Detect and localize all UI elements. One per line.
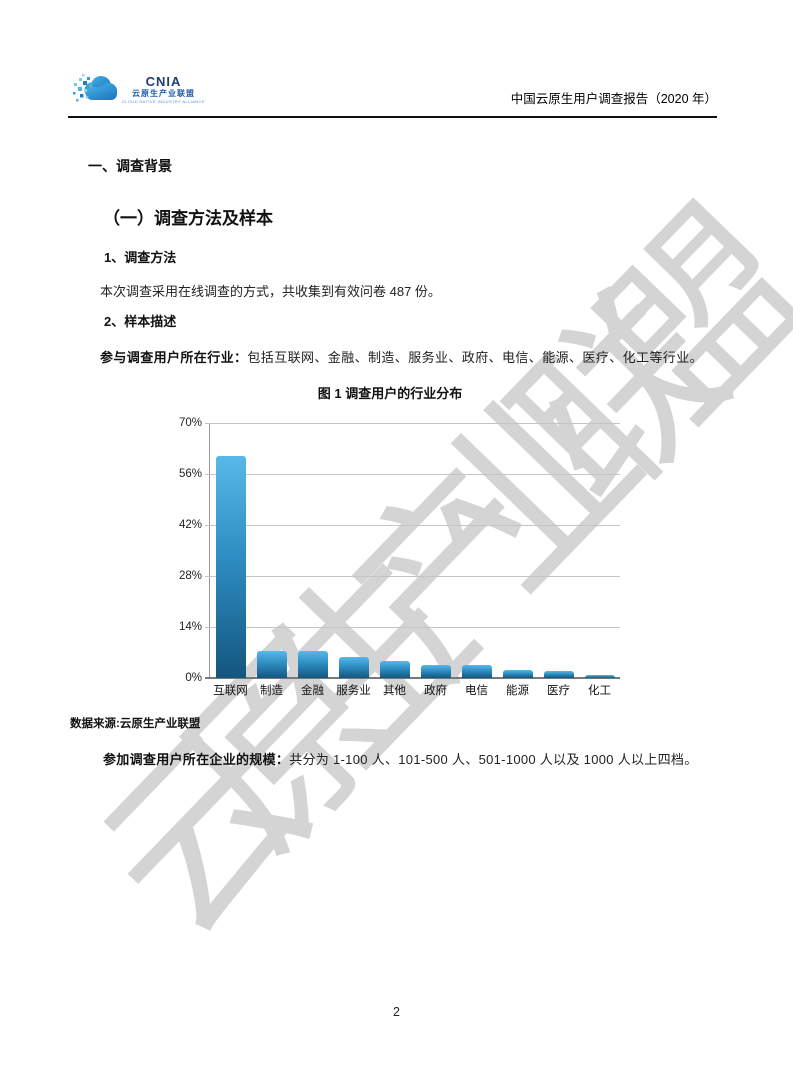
- logo-text: CNIA 云原生产业联盟 CLOUD NATIVE INDUSTRY ALLIA…: [122, 73, 205, 104]
- bar-slot: [579, 675, 620, 678]
- paragraph-company-scale: 参加调查用户所在企业的规模：共分为 1-100 人、101-500 人、501-…: [103, 749, 719, 768]
- bar-slot: [456, 664, 497, 678]
- y-tick-label: 70%: [178, 417, 202, 429]
- x-tick-label: 电信: [465, 685, 488, 697]
- y-tick-label: 42%: [178, 519, 202, 531]
- paragraph-industry-text: 包括互联网、金融、制造、服务业、政府、电信、能源、医疗、化工等行业。: [247, 350, 704, 365]
- gridline: [205, 525, 620, 526]
- bar-slot: [333, 656, 374, 678]
- paragraph-industry: 参与调查用户所在行业：包括互联网、金融、制造、服务业、政府、电信、能源、医疗、化…: [100, 347, 718, 366]
- x-tick-label: 服务业: [336, 685, 371, 697]
- bar-slot: [210, 455, 251, 678]
- paragraph-company-scale-text: 共分为 1-100 人、101-500 人、501-1000 人以及 1000 …: [289, 752, 698, 767]
- bar-slot: [497, 670, 538, 678]
- chart-y-axis-labels: 0% 14% 28% 42% 56% 70%: [150, 417, 202, 684]
- logo-org-name-en: CLOUD NATIVE INDUSTRY ALLIANCE: [122, 98, 205, 104]
- bar-slot: [374, 661, 415, 678]
- report-header-title: 中国云原生用户调查报告（2020 年）: [510, 92, 717, 106]
- y-tick-label: 28%: [178, 570, 202, 582]
- data-source-note: 数据来源:云原生产业联盟: [70, 718, 201, 730]
- x-tick-label: 互联网: [213, 685, 248, 697]
- bar-slot: [538, 671, 579, 678]
- x-tick-label: 其他: [383, 685, 406, 697]
- section-heading-background: 一、调查背景: [88, 158, 172, 174]
- bar-金融: [297, 650, 328, 678]
- gridline: [205, 576, 620, 577]
- bar-医疗: [543, 671, 574, 678]
- x-tick-label: 金融: [301, 685, 324, 697]
- y-axis-line: [209, 423, 210, 678]
- bar-slot: [251, 650, 292, 678]
- bar-能源: [502, 670, 533, 678]
- header-divider: [68, 116, 717, 118]
- bar-slot: [292, 650, 333, 678]
- industry-bar-chart: [205, 423, 620, 679]
- paragraph-survey-method: 本次调查采用在线调查的方式，共收集到有效问卷 487 份。: [100, 284, 441, 299]
- bar-制造: [256, 650, 287, 678]
- bar-政府: [420, 664, 451, 678]
- bar-服务业: [338, 656, 369, 678]
- y-tick-label: 56%: [178, 468, 202, 480]
- chart-x-axis-labels: 互联网 制造 金融 服务业 其他 政府 电信 能源 医疗 化工: [210, 682, 620, 698]
- y-tick-label: 0%: [185, 672, 202, 684]
- page-footer: 2: [0, 1005, 793, 1019]
- x-tick-label: 政府: [424, 685, 447, 697]
- x-tick-label: 能源: [506, 685, 529, 697]
- logo-acronym: CNIA: [145, 73, 182, 89]
- logo-org-name-cn: 云原生产业联盟: [131, 88, 195, 98]
- x-axis-line: [205, 677, 620, 679]
- x-tick-label: 制造: [260, 685, 283, 697]
- bar-slot: [415, 664, 456, 678]
- bar-电信: [461, 664, 492, 678]
- bar-化工: [584, 675, 615, 678]
- bar-其他: [379, 661, 410, 678]
- gridline: [205, 627, 620, 628]
- x-tick-label: 化工: [588, 685, 611, 697]
- y-tick-label: 14%: [178, 621, 202, 633]
- chart-title: 图 1 调查用户的行业分布: [317, 386, 463, 401]
- x-tick-label: 医疗: [547, 685, 570, 697]
- paragraph-industry-lead: 参与调查用户所在行业：: [100, 350, 248, 365]
- page-number: 2: [393, 1005, 400, 1019]
- cnia-logo: CNIA 云原生产业联盟 CLOUD NATIVE INDUSTRY ALLIA…: [70, 68, 205, 110]
- gridline: [205, 474, 620, 475]
- heading-survey-method: 1、调查方法: [104, 250, 177, 265]
- paragraph-company-scale-lead: 参加调查用户所在企业的规模：: [103, 752, 290, 767]
- subsection-heading-method-sample: （一）调查方法及样本: [103, 209, 273, 228]
- cloud-logo-icon: [70, 68, 118, 110]
- chart-bars: [210, 423, 620, 678]
- bar-互联网: [215, 455, 246, 678]
- heading-sample-description: 2、样本描述: [104, 314, 177, 329]
- gridline: [205, 423, 620, 424]
